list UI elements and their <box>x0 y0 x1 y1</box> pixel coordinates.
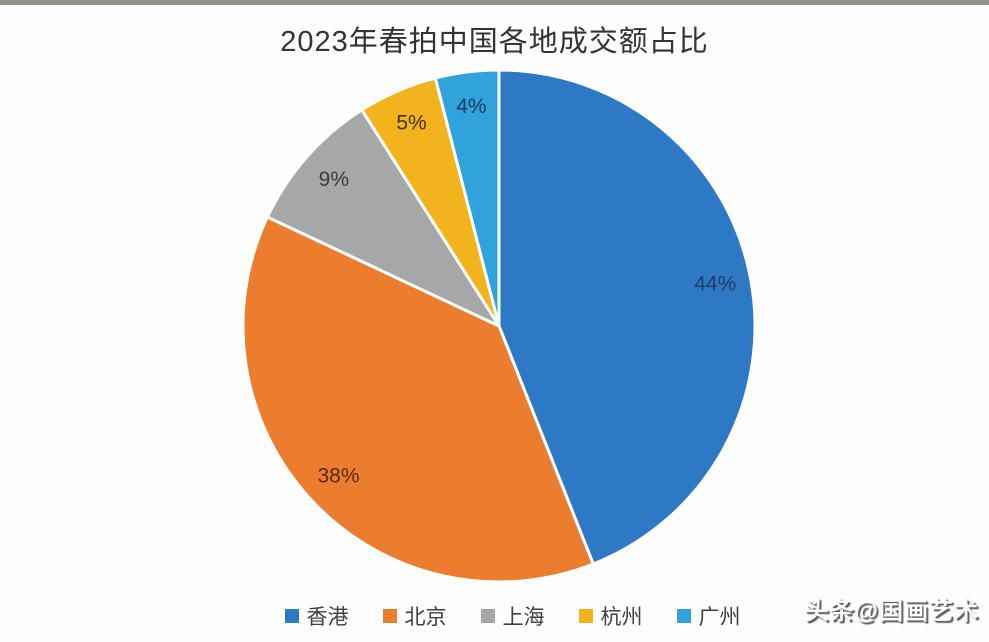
legend-item-2: 上海 <box>480 601 545 631</box>
legend-item-0: 香港 <box>284 601 349 631</box>
legend-swatch-3 <box>578 609 593 623</box>
legend-swatch-1 <box>382 609 397 623</box>
legend-swatch-4 <box>676 609 691 623</box>
legend-label-2: 上海 <box>502 606 545 629</box>
legend-item-1: 北京 <box>382 601 447 631</box>
watermark: 头条@国画艺术 <box>804 598 979 625</box>
legend-item-3: 杭州 <box>578 601 643 631</box>
pie-slice-2 <box>265 108 501 328</box>
pie-slice-label-4: 4% <box>456 95 486 118</box>
chart-legend: 香港 北京 上海 杭州 广州 <box>0 601 989 631</box>
pie-slice-1 <box>241 215 595 584</box>
legend-swatch-2 <box>480 609 495 623</box>
legend-swatch-0 <box>284 609 299 623</box>
legend-label-3: 杭州 <box>600 606 643 629</box>
legend-label-0: 香港 <box>306 606 349 629</box>
legend-label-4: 广州 <box>698 606 741 629</box>
top-edge-bar <box>0 0 989 5</box>
chart-title: 2023年春拍中国各地成交额占比 <box>280 26 709 58</box>
pie-slice-label-3: 5% <box>396 111 426 134</box>
pie-slice-0 <box>497 68 757 566</box>
pie-slice-label-2: 9% <box>319 168 349 191</box>
pie-slice-label-0: 44% <box>694 272 736 295</box>
legend-label-1: 北京 <box>404 606 447 629</box>
pie-slice-label-1: 38% <box>317 464 359 487</box>
legend-item-4: 广州 <box>676 601 741 631</box>
pie-slice-4 <box>433 68 501 328</box>
